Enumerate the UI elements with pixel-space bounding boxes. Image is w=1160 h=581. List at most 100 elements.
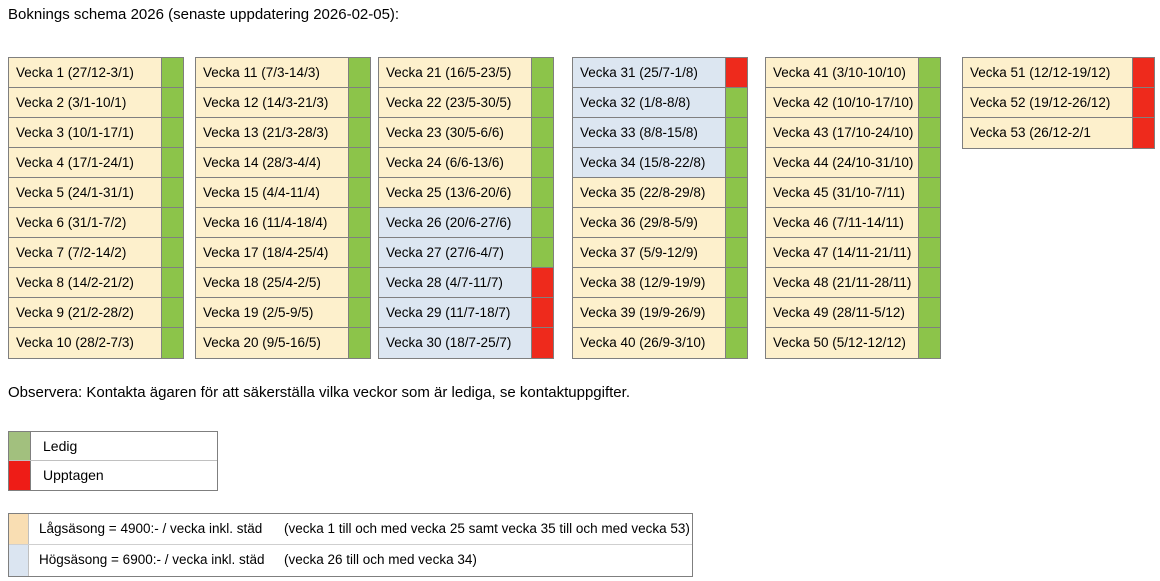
week-label: Vecka 40 (26/9-3/10) xyxy=(573,328,726,358)
week-table: Vecka 11 (7/3-14/3) Vecka 12 (14/3-21/3) V… xyxy=(195,57,371,359)
week-row: Vecka 43 (17/10-24/10) xyxy=(766,118,940,148)
week-status-upptagen xyxy=(1133,58,1154,87)
week-label: Vecka 32 (1/8-8/8) xyxy=(573,88,726,117)
lagsasong-swatch xyxy=(9,514,29,544)
week-status-ledig xyxy=(919,88,940,117)
week-row: Vecka 52 (19/12-26/12) xyxy=(963,88,1154,118)
week-label: Vecka 34 (15/8-22/8) xyxy=(573,148,726,177)
week-status-ledig xyxy=(349,148,370,177)
week-label: Vecka 53 (26/12-2/1 xyxy=(963,118,1133,148)
week-row: Vecka 15 (4/4-11/4) xyxy=(196,178,370,208)
week-status-ledig xyxy=(349,178,370,207)
week-status-ledig xyxy=(349,208,370,237)
week-label: Vecka 33 (8/8-15/8) xyxy=(573,118,726,147)
week-status-ledig xyxy=(919,58,940,87)
week-label: Vecka 43 (17/10-24/10) xyxy=(766,118,919,147)
week-row: Vecka 18 (25/4-2/5) xyxy=(196,268,370,298)
week-row: Vecka 2 (3/1-10/1) xyxy=(9,88,183,118)
week-label: Vecka 3 (10/1-17/1) xyxy=(9,118,162,147)
week-status-upptagen xyxy=(532,268,553,297)
season-price: Lågsäsong = 4900:- / vecka inkl. städ xyxy=(39,521,263,536)
season-range: (vecka 1 till och med vecka 25 samt veck… xyxy=(284,521,690,536)
week-status-upptagen xyxy=(726,58,747,87)
upptagen-swatch xyxy=(9,461,31,490)
week-row: Vecka 36 (29/8-5/9) xyxy=(573,208,747,238)
week-status-ledig xyxy=(919,328,940,358)
week-row: Vecka 22 (23/5-30/5) xyxy=(379,88,553,118)
week-label: Vecka 18 (25/4-2/5) xyxy=(196,268,349,297)
week-status-ledig xyxy=(919,178,940,207)
season-price: Högsäsong = 6900:- / vecka inkl. städ xyxy=(39,552,265,567)
week-label: Vecka 42 (10/10-17/10) xyxy=(766,88,919,117)
week-label: Vecka 2 (3/1-10/1) xyxy=(9,88,162,117)
week-label: Vecka 29 (11/7-18/7) xyxy=(379,298,532,327)
week-label: Vecka 9 (21/2-28/2) xyxy=(9,298,162,327)
week-status-ledig xyxy=(349,118,370,147)
week-row: Vecka 25 (13/6-20/6) xyxy=(379,178,553,208)
week-label: Vecka 5 (24/1-31/1) xyxy=(9,178,162,207)
week-label: Vecka 20 (9/5-16/5) xyxy=(196,328,349,358)
week-label: Vecka 12 (14/3-21/3) xyxy=(196,88,349,117)
week-row: Vecka 38 (12/9-19/9) xyxy=(573,268,747,298)
week-label: Vecka 45 (31/10-7/11) xyxy=(766,178,919,207)
week-label: Vecka 8 (14/2-21/2) xyxy=(9,268,162,297)
week-table: Vecka 1 (27/12-3/1) Vecka 2 (3/1-10/1) Vec… xyxy=(8,57,184,359)
week-status-ledig xyxy=(726,298,747,327)
hogsasong-swatch xyxy=(9,545,29,576)
week-status-ledig xyxy=(349,238,370,267)
week-status-ledig xyxy=(919,238,940,267)
week-label: Vecka 23 (30/5-6/6) xyxy=(379,118,532,147)
week-label: Vecka 50 (5/12-12/12) xyxy=(766,328,919,358)
week-label: Vecka 21 (16/5-23/5) xyxy=(379,58,532,87)
week-row: Vecka 16 (11/4-18/4) xyxy=(196,208,370,238)
week-row: Vecka 53 (26/12-2/1 xyxy=(963,118,1154,148)
season-range: (vecka 26 till och med vecka 34) xyxy=(284,552,477,567)
week-row: Vecka 34 (15/8-22/8) xyxy=(573,148,747,178)
week-row: Vecka 13 (21/3-28/3) xyxy=(196,118,370,148)
status-legend-label: Upptagen xyxy=(43,467,104,483)
week-row: Vecka 26 (20/6-27/6) xyxy=(379,208,553,238)
week-row: Vecka 19 (2/5-9/5) xyxy=(196,298,370,328)
week-label: Vecka 37 (5/9-12/9) xyxy=(573,238,726,267)
week-status-ledig xyxy=(919,208,940,237)
week-status-ledig xyxy=(919,268,940,297)
status-legend-row: Upptagen xyxy=(9,461,217,490)
week-status-ledig xyxy=(162,268,183,297)
week-table: Vecka 41 (3/10-10/10) Vecka 42 (10/10-17/… xyxy=(765,57,941,359)
week-status-ledig xyxy=(162,58,183,87)
week-row: Vecka 21 (16/5-23/5) xyxy=(379,58,553,88)
week-row: Vecka 9 (21/2-28/2) xyxy=(9,298,183,328)
week-status-ledig xyxy=(162,148,183,177)
week-label: Vecka 26 (20/6-27/6) xyxy=(379,208,532,237)
status-legend-label: Ledig xyxy=(43,438,78,454)
week-status-ledig xyxy=(726,328,747,358)
week-row: Vecka 6 (31/1-7/2) xyxy=(9,208,183,238)
week-row: Vecka 35 (22/8-29/8) xyxy=(573,178,747,208)
week-row: Vecka 11 (7/3-14/3) xyxy=(196,58,370,88)
week-row: Vecka 51 (12/12-19/12) xyxy=(963,58,1154,88)
week-status-ledig xyxy=(349,88,370,117)
week-row: Vecka 27 (27/6-4/7) xyxy=(379,238,553,268)
week-label: Vecka 1 (27/12-3/1) xyxy=(9,58,162,87)
week-label: Vecka 6 (31/1-7/2) xyxy=(9,208,162,237)
week-row: Vecka 14 (28/3-4/4) xyxy=(196,148,370,178)
week-status-ledig xyxy=(919,118,940,147)
week-label: Vecka 11 (7/3-14/3) xyxy=(196,58,349,87)
week-row: Vecka 4 (17/1-24/1) xyxy=(9,148,183,178)
week-table: Vecka 21 (16/5-23/5) Vecka 22 (23/5-30/5)… xyxy=(378,57,554,359)
week-label: Vecka 31 (25/7-1/8) xyxy=(573,58,726,87)
week-status-ledig xyxy=(532,58,553,87)
week-status-ledig xyxy=(162,178,183,207)
ledig-swatch xyxy=(9,432,31,460)
week-row: Vecka 3 (10/1-17/1) xyxy=(9,118,183,148)
week-label: Vecka 13 (21/3-28/3) xyxy=(196,118,349,147)
week-label: Vecka 46 (7/11-14/11) xyxy=(766,208,919,237)
week-row: Vecka 17 (18/4-25/4) xyxy=(196,238,370,268)
week-row: Vecka 24 (6/6-13/6) xyxy=(379,148,553,178)
status-legend: Ledig Upptagen xyxy=(8,431,218,491)
page-title: Boknings schema 2026 (senaste uppdaterin… xyxy=(8,6,400,23)
season-row: Högsäsong = 6900:- / vecka inkl. städ (ve… xyxy=(9,545,692,576)
week-label: Vecka 24 (6/6-13/6) xyxy=(379,148,532,177)
week-row: Vecka 32 (1/8-8/8) xyxy=(573,88,747,118)
week-status-ledig xyxy=(349,268,370,297)
